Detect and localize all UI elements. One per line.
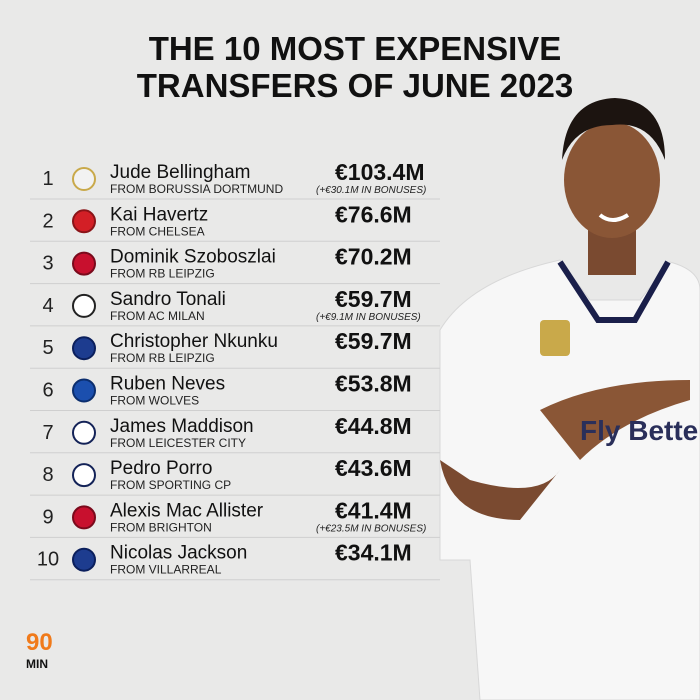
club-badge: [72, 505, 96, 530]
club-badge: [72, 293, 96, 318]
club-badge: [72, 167, 96, 191]
rank: 2: [42, 210, 53, 232]
player-photo: Fly Better: [439, 98, 700, 700]
title-line: THE 10 MOST EXPENSIVE: [149, 30, 562, 67]
brand-bottom: MIN: [26, 657, 48, 671]
fee: €103.4M: [335, 159, 425, 185]
fee: €44.8M: [335, 413, 412, 439]
from-club: FROM RB LEIPZIG: [110, 267, 215, 281]
title-line: TRANSFERS OF JUNE 2023: [137, 67, 573, 104]
fee: €41.4M: [335, 497, 412, 523]
fee: €76.6M: [335, 201, 412, 227]
player-name: Alexis Mac Allister: [110, 500, 264, 521]
rank: 8: [42, 464, 53, 486]
brand-logo: 90 MIN: [26, 629, 53, 671]
player-name: Christopher Nkunku: [110, 331, 278, 352]
fee: €59.7M: [335, 328, 412, 354]
rank: 3: [42, 253, 53, 275]
player-name: James Maddison: [110, 416, 254, 437]
club-badge: [72, 463, 96, 488]
from-club: FROM RB LEIPZIG: [110, 351, 215, 365]
player-name: Dominik Szoboszlai: [110, 247, 276, 268]
player-name: Jude Bellingham: [110, 162, 250, 183]
club-badge: [72, 251, 96, 276]
fee: €53.8M: [335, 371, 412, 397]
rank: 10: [37, 549, 59, 571]
player-name: Kai Havertz: [110, 204, 208, 225]
bonus: (+€30.1M IN BONUSES): [316, 185, 426, 196]
rank: 1: [42, 168, 53, 190]
rank: 5: [42, 337, 53, 359]
rank: 4: [42, 295, 53, 317]
rank: 6: [42, 380, 53, 402]
from-club: FROM AC MILAN: [110, 309, 205, 323]
fee: €34.1M: [335, 540, 412, 566]
from-club: FROM SPORTING CP: [110, 478, 231, 492]
from-club: FROM WOLVES: [110, 394, 199, 408]
from-club: FROM BRIGHTON: [110, 520, 212, 534]
from-club: FROM LEICESTER CITY: [110, 436, 246, 450]
rank: 7: [42, 422, 53, 444]
club-badge: [72, 336, 96, 361]
bonus: (+€23.5M IN BONUSES): [316, 523, 426, 534]
brand-top: 90: [26, 629, 53, 656]
club-badge: [72, 420, 96, 445]
player-name: Sandro Tonali: [110, 289, 226, 310]
fee: €59.7M: [335, 286, 412, 312]
rank: 9: [42, 506, 53, 528]
from-club: FROM VILLARREAL: [110, 563, 222, 577]
fee: €70.2M: [335, 244, 412, 270]
player-name: Nicolas Jackson: [110, 543, 247, 564]
svg-text:Fly Better: Fly Better: [580, 415, 700, 446]
club-badge: [72, 547, 96, 572]
fee: €43.6M: [335, 455, 412, 481]
club-badge: [72, 378, 96, 403]
from-club: FROM CHELSEA: [110, 224, 205, 238]
from-club: FROM BORUSSIA DORTMUND: [110, 182, 283, 196]
club-badge: [72, 209, 96, 234]
bonus: (+€9.1M IN BONUSES): [316, 312, 421, 323]
player-name: Pedro Porro: [110, 458, 212, 479]
player-name: Ruben Neves: [110, 374, 225, 395]
